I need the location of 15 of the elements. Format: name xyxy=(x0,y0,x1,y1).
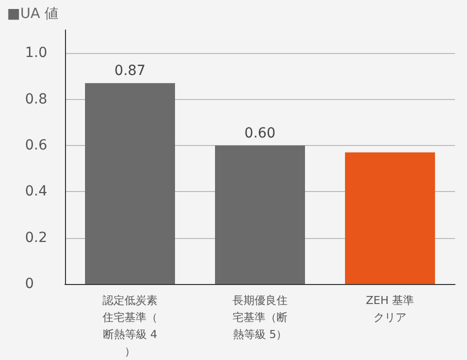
y-tick-label: 0 xyxy=(25,276,34,292)
y-tick-label: 0.8 xyxy=(25,91,48,108)
x-tick-label: 長期優良住宅基準（断熱等級 5） xyxy=(232,294,288,341)
y-tick-label: 1.0 xyxy=(25,45,48,62)
chart-title: ■UA 値 xyxy=(7,6,59,22)
x-tick-label: ZEH 基準クリア xyxy=(366,294,414,324)
data-label: 0.87 xyxy=(114,63,146,80)
data-label: 0.60 xyxy=(244,125,276,142)
bar xyxy=(345,152,435,284)
x-tick-label: 認定低炭素住宅基準（断熱等級 4） xyxy=(102,294,158,358)
bar xyxy=(85,83,175,284)
y-tick-label: 0.6 xyxy=(25,137,48,154)
bar xyxy=(215,145,305,284)
y-tick-label: 0.4 xyxy=(25,184,48,200)
y-tick-label: 0.2 xyxy=(25,230,48,246)
